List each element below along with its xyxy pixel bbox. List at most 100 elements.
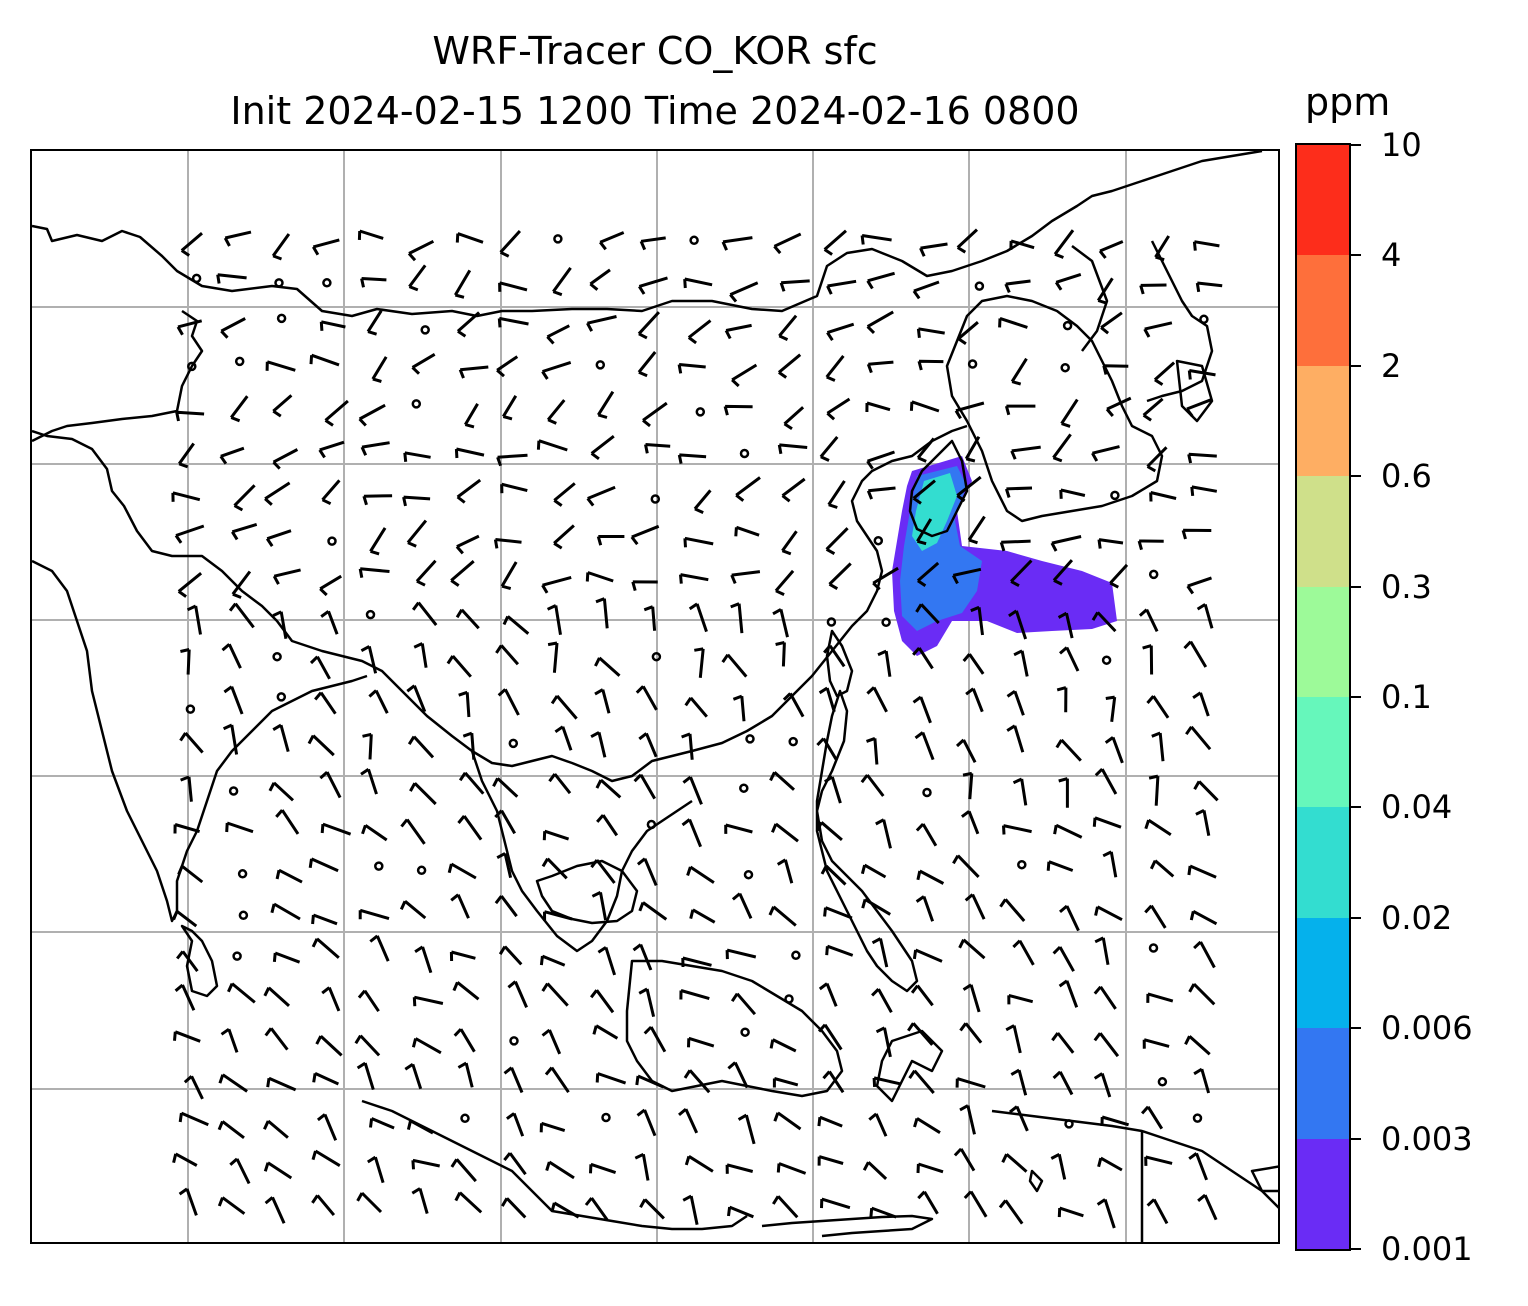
wind-barb: [915, 895, 935, 922]
wind-barb: [1146, 446, 1168, 473]
wind-barb: [826, 279, 857, 295]
wind-barb: [1102, 850, 1118, 878]
wind-barb: [546, 324, 570, 345]
wind-barb: [915, 822, 938, 847]
wind-barb: [688, 602, 708, 633]
wind-barb: [546, 399, 566, 425]
wind-barb: [737, 1113, 756, 1145]
wind-barb: [456, 478, 482, 504]
wind-barb: [958, 938, 986, 960]
wind-barb: [357, 989, 380, 1013]
wind-barb: [866, 271, 896, 290]
wind-barb: [823, 644, 846, 668]
calm-wind-marker: [1199, 314, 1209, 325]
wind-barb: [1012, 939, 1035, 966]
wind-barb: [681, 732, 694, 760]
wind-barb: [866, 360, 894, 374]
wind-barb: [1187, 369, 1216, 380]
wind-barb: [446, 655, 472, 678]
calm-wind-marker: [508, 738, 519, 749]
wind-barb: [324, 399, 349, 427]
wind-barb: [507, 980, 528, 1008]
wind-barb: [1192, 240, 1220, 251]
wind-barb: [319, 574, 342, 597]
wind-barb: [916, 869, 945, 885]
wind-barb: [772, 608, 789, 638]
wind-barb: [356, 1191, 383, 1214]
colorbar-segment: [1297, 807, 1349, 918]
wind-barb: [1146, 992, 1174, 1003]
colorbar-tick: [1351, 364, 1361, 367]
wind-barb: [866, 310, 894, 334]
wind-barb: [318, 440, 345, 459]
wind-barb: [681, 818, 702, 848]
coastline: [945, 294, 1164, 523]
wind-barb: [591, 891, 608, 921]
wind-barb: [1153, 361, 1176, 386]
wind-barb: [636, 1108, 657, 1137]
wind-barb: [492, 777, 519, 798]
wind-barb: [450, 1158, 477, 1183]
wind-barb: [823, 775, 842, 804]
wind-barb: [1006, 689, 1025, 716]
calm-wind-marker: [1064, 1119, 1074, 1129]
calm-wind-marker: [1110, 490, 1120, 501]
wind-barb: [409, 782, 437, 806]
wind-barb: [371, 356, 388, 383]
wind-barb: [912, 479, 936, 505]
calm-wind-marker: [1101, 655, 1112, 665]
wind-barb: [592, 1024, 619, 1040]
wind-barb: [1186, 576, 1212, 595]
wind-barb: [915, 603, 940, 625]
wind-barb: [361, 824, 388, 842]
wind-barb: [872, 566, 899, 591]
wind-barb: [308, 857, 339, 873]
wind-barb: [818, 982, 838, 1007]
wind-barb: [686, 865, 715, 884]
calm-wind-marker: [272, 651, 282, 662]
calm-wind-marker: [745, 734, 755, 744]
wind-barb: [1010, 1068, 1028, 1096]
wind-barb: [272, 951, 301, 964]
calm-wind-marker: [238, 910, 249, 921]
wind-barb: [1097, 1156, 1123, 1172]
wind-barb: [1008, 609, 1028, 640]
calm-wind-marker: [739, 783, 749, 793]
wind-barb: [307, 734, 335, 757]
wind-barb: [1058, 777, 1069, 808]
wind-barb: [266, 1076, 297, 1092]
wind-barb: [1052, 433, 1072, 463]
wind-barb: [778, 314, 798, 341]
wind-barb: [916, 518, 933, 546]
wind-barb: [1010, 445, 1041, 460]
wind-barb: [500, 561, 518, 591]
wind-barb: [263, 1161, 293, 1180]
wind-barb: [860, 774, 885, 797]
wind-barb: [177, 572, 203, 598]
wind-barb: [216, 273, 247, 284]
wind-barb: [493, 538, 522, 549]
wind-barb: [263, 1119, 289, 1139]
wind-barb: [227, 982, 256, 1004]
colorbar-segment: [1297, 586, 1349, 697]
wind-barb: [590, 731, 607, 758]
wind-barb: [320, 822, 352, 836]
coastline: [908, 439, 969, 538]
wind-barb: [541, 982, 569, 1007]
wind-barb: [825, 944, 854, 957]
wind-barb: [272, 448, 299, 470]
wind-barb: [1151, 731, 1165, 762]
wind-barb: [1185, 725, 1212, 751]
calm-wind-marker: [187, 361, 197, 372]
wind-barb: [506, 1112, 525, 1137]
wind-barb: [683, 536, 714, 548]
wind-barb: [272, 723, 290, 752]
wind-barb: [450, 560, 475, 587]
calm-wind-marker: [650, 494, 661, 504]
wind-barb: [1138, 608, 1159, 633]
calm-wind-marker: [509, 1036, 519, 1046]
wind-barb: [500, 482, 528, 494]
wind-barb: [595, 778, 622, 799]
wind-barb: [1092, 816, 1122, 829]
calm-wind-marker: [1017, 859, 1027, 870]
